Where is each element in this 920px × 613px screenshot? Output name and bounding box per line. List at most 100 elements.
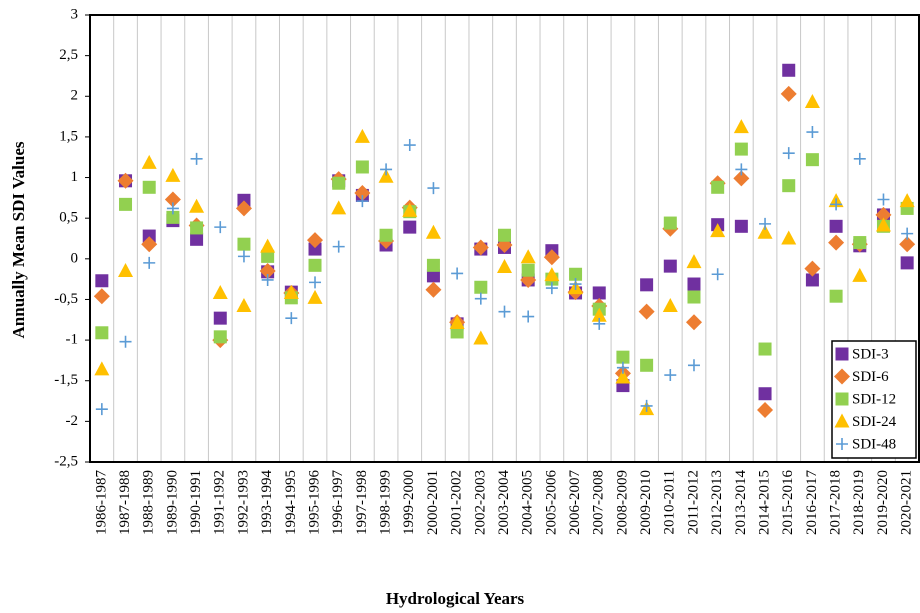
point <box>875 217 891 232</box>
x-tick-label: 2019-2020 <box>875 470 891 535</box>
y-tick-label: -2 <box>66 413 79 429</box>
point <box>757 224 773 239</box>
x-tick-label: 2012-2013 <box>709 470 725 535</box>
point <box>308 258 322 272</box>
legend-item: SDI-48 <box>836 436 896 452</box>
legend-label: SDI-3 <box>852 346 889 362</box>
point <box>616 361 629 374</box>
point <box>212 284 228 299</box>
point <box>379 228 393 242</box>
legend-marker <box>835 392 849 406</box>
x-tick-label: 2016-2017 <box>804 470 820 535</box>
legend-item: SDI-24 <box>834 413 897 430</box>
point <box>900 256 914 270</box>
point <box>119 197 133 211</box>
y-tick-label: 0 <box>71 250 79 266</box>
point <box>853 236 867 250</box>
point <box>616 350 630 364</box>
point <box>403 220 417 234</box>
x-tick-label: 1992-1993 <box>235 470 251 535</box>
point <box>259 263 276 280</box>
x-tick-label: 1986-1987 <box>93 470 109 535</box>
point <box>662 297 678 312</box>
point <box>782 179 796 193</box>
point <box>497 258 512 273</box>
x-tick-label: 2003-2004 <box>496 470 512 535</box>
x-tick-label: 1989-1990 <box>164 470 180 535</box>
x-tick-label: 2020-2021 <box>899 470 915 535</box>
y-tick-label: 0,5 <box>59 210 78 226</box>
point <box>733 170 750 187</box>
point <box>877 193 890 206</box>
point <box>591 307 607 322</box>
point <box>758 387 772 401</box>
point <box>380 163 393 176</box>
point <box>663 216 677 230</box>
legend-label: SDI-6 <box>852 369 889 385</box>
point <box>94 361 110 376</box>
legend-label: SDI-24 <box>852 414 897 430</box>
point <box>378 168 394 183</box>
x-tick-label: 2015-2016 <box>780 470 796 535</box>
point <box>544 267 560 282</box>
x-tick-label: 2009-2010 <box>638 470 654 535</box>
point <box>332 240 345 253</box>
point <box>804 93 820 108</box>
point <box>118 263 134 278</box>
point <box>473 330 489 345</box>
point <box>498 305 511 318</box>
point <box>806 126 819 139</box>
x-tick-label: 2006-2007 <box>567 470 583 535</box>
point <box>520 249 536 264</box>
plot-border <box>89 14 920 463</box>
legend-marker <box>835 347 849 361</box>
point <box>710 223 726 238</box>
point <box>899 236 916 253</box>
point <box>735 163 748 176</box>
point <box>403 139 416 152</box>
point <box>521 263 535 277</box>
point <box>237 237 251 251</box>
x-tick-label: 1993-1994 <box>259 470 275 535</box>
point <box>545 282 558 295</box>
point <box>592 286 606 300</box>
point <box>829 219 843 233</box>
point <box>308 242 322 256</box>
x-tick-label: 2001-2002 <box>449 470 465 535</box>
point <box>235 200 252 217</box>
x-tick-label: 1997-1998 <box>354 470 370 535</box>
point <box>711 268 724 281</box>
point <box>805 153 819 167</box>
point <box>165 167 181 182</box>
point <box>638 303 655 320</box>
point <box>449 315 465 330</box>
x-tick-label: 1991-1992 <box>212 470 228 535</box>
point <box>640 278 654 292</box>
point <box>166 210 180 224</box>
y-tick-label: 1 <box>71 169 79 185</box>
point <box>472 239 489 256</box>
point <box>190 221 204 235</box>
x-tick-label: 2018-2019 <box>851 470 867 535</box>
point <box>757 401 774 418</box>
point <box>780 85 797 102</box>
point <box>213 311 227 325</box>
y-tick-label: -2,5 <box>54 453 78 469</box>
legend: SDI-3 SDI-6 SDI-12 SDI-24 SDI-48 <box>831 340 917 459</box>
point <box>237 250 250 263</box>
x-tick-label: 2002-2003 <box>472 470 488 535</box>
point <box>354 128 370 143</box>
point <box>117 172 134 189</box>
point <box>261 273 274 286</box>
legend-marker <box>834 413 850 428</box>
point <box>733 119 749 134</box>
x-tick-label: 2007-2008 <box>591 470 607 535</box>
point <box>687 277 701 291</box>
point <box>782 147 795 160</box>
x-tick-label: 2013-2014 <box>733 470 749 535</box>
y-axis-title: Annually Mean SDI Values <box>9 141 28 338</box>
point <box>214 221 227 234</box>
point <box>664 369 677 382</box>
point <box>451 267 464 280</box>
